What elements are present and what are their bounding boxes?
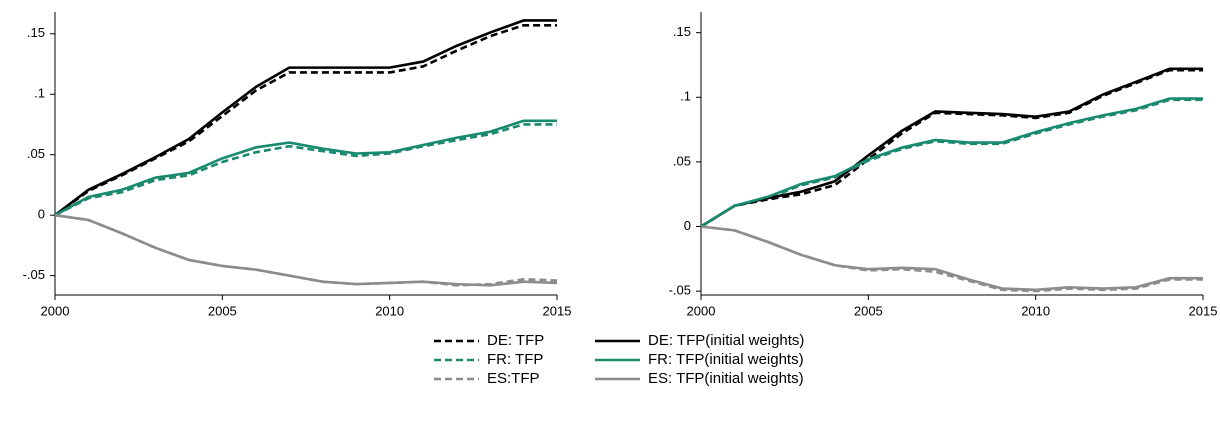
y-tick-label: .05 xyxy=(673,153,691,168)
x-tick-label: 2000 xyxy=(687,303,716,318)
y-tick-label: -.05 xyxy=(23,267,45,282)
y-tick-label: -.05 xyxy=(669,283,691,298)
x-tick-label: 2010 xyxy=(1021,303,1050,318)
series-line xyxy=(54,123,557,217)
series-line xyxy=(700,225,1203,293)
y-tick-label: .05 xyxy=(27,146,45,161)
x-tick-label: 2005 xyxy=(854,303,883,318)
legend-label: FR: TFP(initial weights) xyxy=(648,351,804,368)
legend-label: ES:TFP xyxy=(487,370,540,387)
series-line xyxy=(54,119,557,217)
series-line xyxy=(700,225,1203,292)
y-tick-label: .1 xyxy=(680,89,691,104)
x-tick-label: 2015 xyxy=(1189,303,1218,318)
legend-label: ES: TFP(initial weights) xyxy=(648,370,804,387)
x-tick-label: 2010 xyxy=(375,303,404,318)
series-line xyxy=(700,97,1203,228)
y-tick-label: 0 xyxy=(38,207,45,222)
y-tick-label: .15 xyxy=(27,25,45,40)
series-line xyxy=(700,68,1203,228)
legend-label: FR: TFP xyxy=(487,351,543,368)
series-line xyxy=(54,213,558,287)
x-tick-label: 2015 xyxy=(543,303,572,318)
y-tick-label: .15 xyxy=(673,24,691,39)
legend-label: DE: TFP(initial weights) xyxy=(648,332,804,349)
series-line xyxy=(700,67,1203,228)
series-line xyxy=(54,19,557,217)
x-tick-label: 2000 xyxy=(41,303,70,318)
x-tick-label: 2005 xyxy=(208,303,237,318)
legend-label: DE: TFP xyxy=(487,332,544,349)
y-tick-label: 0 xyxy=(684,218,691,233)
y-tick-label: .1 xyxy=(34,86,45,101)
series-line xyxy=(700,98,1203,228)
series-line xyxy=(54,213,558,287)
series-line xyxy=(54,24,557,217)
